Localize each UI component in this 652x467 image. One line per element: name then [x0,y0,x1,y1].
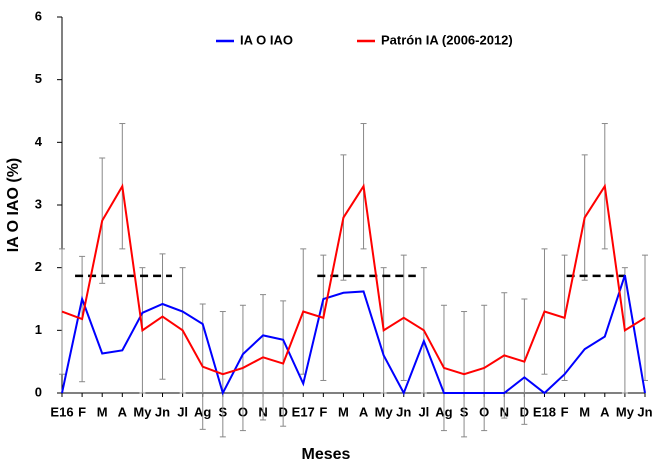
x-tick-label: Jn [396,404,411,419]
y-tick-label: 6 [35,8,42,23]
x-tick-label: Jl [177,404,188,419]
x-tick-label: E18 [533,404,556,419]
y-tick-label: 2 [35,259,42,274]
x-tick-label: E16 [50,404,73,419]
x-tick-label: F [319,404,327,419]
x-tick-label: M [338,404,349,419]
x-tick-label: M [579,404,590,419]
x-tick-label: A [359,404,369,419]
x-tick-label: M [97,404,108,419]
x-tick-label: Jn [637,404,652,419]
x-tick-label: F [78,404,86,419]
y-tick-label: 4 [35,134,43,149]
y-tick-label: 3 [35,196,42,211]
y-axis-title: IA O IAO (%) [5,158,22,253]
data-line [61,274,646,396]
y-tick-label: 5 [35,71,42,86]
x-tick-label: F [561,404,569,419]
legend-label: Patrón IA (2006-2012) [381,32,513,47]
x-tick-label: My [375,404,394,419]
data-line [61,183,646,376]
x-tick-label: Jn [155,404,170,419]
x-tick-label: A [600,404,610,419]
x-tick-label: A [118,404,128,419]
x-tick-label: Jl [418,404,429,419]
y-tick-label: 1 [35,322,42,337]
x-tick-label: My [616,404,635,419]
x-axis-title: Meses [302,446,351,463]
y-tick-label: 0 [35,384,42,399]
x-tick-label: E17 [292,404,315,419]
x-tick-label: My [133,404,152,419]
legend-label: IA O IAO [240,32,293,47]
